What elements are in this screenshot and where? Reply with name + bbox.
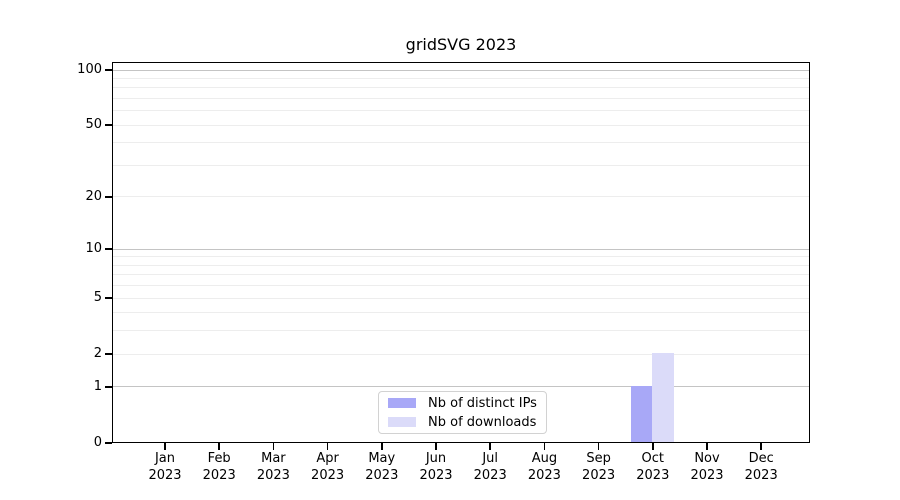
x-tick-label: Aug 2023	[514, 450, 574, 484]
y-tick-mark	[105, 196, 112, 198]
y-tick-mark	[105, 297, 112, 299]
x-tick-label: Jan 2023	[135, 450, 195, 484]
gridline-minor	[113, 142, 809, 144]
x-tick-year: 2023	[527, 468, 561, 483]
x-tick-mark	[489, 443, 491, 450]
y-tick-mark	[105, 386, 112, 388]
gridline-major	[113, 386, 809, 388]
x-tick-month: Oct	[641, 451, 665, 466]
legend-swatch-downloads	[388, 417, 416, 427]
gridline-minor	[113, 285, 809, 287]
x-tick-year: 2023	[311, 468, 345, 483]
y-tick-label: 50	[85, 117, 102, 133]
y-tick-mark	[105, 248, 112, 250]
x-tick-label: Sep 2023	[569, 450, 629, 484]
legend-label-downloads: Nb of downloads	[428, 414, 537, 430]
y-tick-label: 1	[93, 378, 102, 394]
gridline-minor	[113, 124, 809, 126]
x-tick-year: 2023	[636, 468, 670, 483]
gridline-minor	[113, 196, 809, 198]
bar-distinct-ips-oct	[630, 385, 653, 442]
x-tick-year: 2023	[148, 468, 182, 483]
x-tick-month: Sep	[586, 451, 611, 466]
x-tick-mark	[164, 443, 166, 450]
x-tick-month: Jul	[482, 451, 499, 466]
y-tick-mark	[105, 69, 112, 71]
x-tick-label: Apr 2023	[298, 450, 358, 484]
legend: Nb of distinct IPs Nb of downloads	[378, 391, 547, 434]
x-tick-label: Nov 2023	[677, 450, 737, 484]
x-tick-month: Aug	[531, 451, 558, 466]
x-tick-month: Nov	[694, 451, 720, 466]
x-tick-mark	[597, 443, 600, 450]
gridline-minor	[113, 274, 809, 276]
gridline-minor	[113, 330, 809, 332]
x-tick-year: 2023	[582, 468, 616, 483]
x-tick-mark	[381, 443, 383, 450]
x-tick-month: May	[368, 451, 396, 466]
x-tick-month: Apr	[316, 451, 339, 466]
x-tick-label: Feb 2023	[189, 450, 249, 484]
y-tick-label: 0	[93, 435, 102, 450]
x-tick-mark	[706, 443, 708, 450]
y-tick-label: 20	[85, 188, 102, 204]
gridline-minor	[113, 110, 809, 112]
x-tick-label: May 2023	[352, 450, 412, 484]
x-tick-year: 2023	[365, 468, 399, 483]
x-tick-label: Jun 2023	[406, 450, 466, 484]
gridline-minor	[113, 264, 809, 266]
x-tick-label: Dec 2023	[731, 450, 791, 484]
x-tick-month: Mar	[261, 451, 286, 466]
y-tick-mark	[105, 353, 112, 355]
x-tick-label: Oct 2023	[623, 450, 683, 484]
x-tick-month: Feb	[207, 451, 231, 466]
x-tick-label: Mar 2023	[243, 450, 303, 484]
x-tick-year: 2023	[202, 468, 236, 483]
gridline-minor	[113, 353, 809, 355]
y-tick-label: 100	[77, 62, 102, 77]
x-tick-month: Jun	[425, 451, 447, 466]
x-tick-mark	[652, 443, 654, 450]
x-tick-mark	[326, 443, 329, 450]
bar-downloads-oct	[652, 353, 674, 442]
x-tick-year: 2023	[690, 468, 724, 483]
gridline-minor	[113, 297, 809, 299]
x-tick-year: 2023	[419, 468, 453, 483]
gridline-minor	[113, 164, 809, 166]
y-tick-label: 2	[93, 346, 102, 362]
x-tick-year: 2023	[744, 468, 778, 483]
y-tick-label: 10	[85, 241, 102, 257]
gridline-minor	[113, 256, 809, 258]
x-tick-month: Jan	[154, 451, 176, 466]
legend-swatch-distinct-ips	[388, 398, 416, 408]
y-tick-mark	[105, 442, 112, 444]
gridline-minor	[113, 312, 809, 314]
gridline-major	[113, 248, 809, 250]
y-tick-label: 5	[93, 290, 102, 306]
legend-item-distinct-ips: Nb of distinct IPs	[388, 396, 546, 411]
plot-area	[112, 62, 810, 443]
x-tick-mark	[760, 443, 762, 450]
x-tick-month: Dec	[748, 451, 774, 466]
legend-item-downloads: Nb of downloads	[388, 415, 546, 430]
x-tick-year: 2023	[256, 468, 290, 483]
x-tick-mark	[272, 443, 275, 450]
y-tick-mark	[105, 124, 112, 126]
x-tick-year: 2023	[473, 468, 507, 483]
gridline-minor	[113, 77, 809, 79]
x-tick-label: Jul 2023	[460, 450, 520, 484]
chart-title: gridSVG 2023	[405, 35, 517, 54]
gridline-minor	[113, 97, 809, 99]
legend-label-distinct-ips: Nb of distinct IPs	[428, 395, 537, 411]
x-tick-mark	[543, 443, 546, 450]
gridline-major	[113, 69, 809, 71]
x-tick-mark	[435, 443, 437, 450]
gridline-minor	[113, 87, 809, 89]
x-tick-mark	[218, 443, 220, 450]
